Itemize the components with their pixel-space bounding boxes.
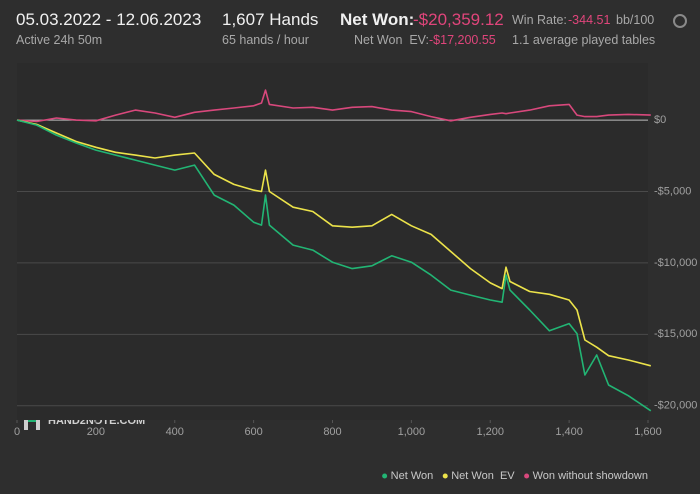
x-tick-label: 400: [166, 426, 184, 438]
x-tick-label: 1,600: [634, 426, 662, 438]
legend-label: Won without showdown: [533, 470, 648, 482]
x-tick-label: 1,000: [398, 426, 426, 438]
series-line: [16, 89, 651, 123]
win-rate-label: Win Rate:: [512, 13, 567, 27]
hands-rate: 65 hands / hour: [222, 33, 309, 47]
y-tick-label: $0: [654, 114, 666, 126]
date-range: 05.03.2022 - 12.06.2023: [16, 10, 202, 29]
net-won-ev: -$17,200.55: [429, 33, 496, 47]
settings-icon[interactable]: [673, 14, 687, 28]
hands: 1,607 Hands: [222, 10, 319, 29]
net-won-label: Net Won:: [340, 10, 415, 29]
legend-swatch: [442, 473, 448, 479]
series-line: [16, 119, 651, 367]
legend-swatch: [382, 473, 388, 479]
x-tick-label: 200: [87, 426, 105, 438]
y-tick-label: -$20,000: [654, 400, 697, 412]
x-tick-label: 600: [244, 426, 262, 438]
x-tick-label: 0: [14, 426, 20, 438]
net-won-ev-label: Net Won EV:: [354, 33, 430, 47]
legend-label: Net Won: [391, 470, 434, 482]
y-tick-label: -$15,000: [654, 328, 697, 340]
plot-area: [17, 63, 648, 420]
net-won: -$20,359.12: [413, 10, 504, 29]
legend-label: Net Won EV: [451, 470, 515, 482]
x-tick-label: 1,400: [555, 426, 583, 438]
active-time: Active 24h 50m: [16, 33, 103, 47]
legend-swatch: [524, 473, 530, 479]
y-tick-label: -$10,000: [654, 257, 697, 269]
x-tick-label: 800: [323, 426, 341, 438]
series-line: [16, 119, 652, 412]
win-rate: -344.51: [568, 13, 611, 27]
y-tick-label: -$5,000: [654, 185, 691, 197]
x-tick-label: 1,200: [476, 426, 504, 438]
tables: 1.1 average played tables: [512, 33, 656, 47]
win-rate-unit: bb/100: [616, 13, 655, 27]
